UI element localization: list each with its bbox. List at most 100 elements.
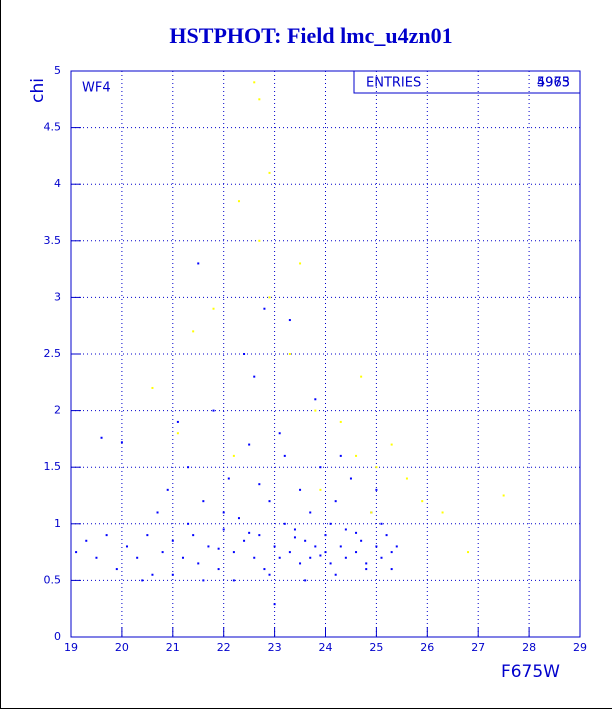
point bbox=[248, 443, 251, 446]
point bbox=[217, 568, 220, 571]
point bbox=[349, 477, 352, 480]
y-tick-label: 2 bbox=[54, 404, 61, 417]
x-tick-label: 24 bbox=[319, 641, 333, 654]
stats-value: 5975 bbox=[537, 76, 570, 91]
point bbox=[467, 551, 470, 554]
point bbox=[344, 528, 347, 531]
y-tick-label: 0.5 bbox=[44, 573, 62, 586]
panel-label: WF4 bbox=[82, 81, 111, 96]
point bbox=[243, 353, 246, 355]
point bbox=[278, 556, 281, 559]
point bbox=[314, 409, 317, 412]
point bbox=[166, 488, 169, 491]
point bbox=[324, 534, 327, 537]
x-tick-label: 20 bbox=[115, 641, 129, 654]
point bbox=[212, 409, 215, 412]
point bbox=[319, 466, 322, 469]
point bbox=[375, 545, 378, 548]
point bbox=[207, 545, 210, 548]
chart-title: HSTPHOT: Field lmc_u4zn01 bbox=[169, 23, 452, 48]
point bbox=[253, 556, 256, 559]
point bbox=[100, 436, 103, 439]
point bbox=[187, 466, 190, 469]
point bbox=[273, 545, 276, 548]
point bbox=[263, 568, 266, 571]
point bbox=[334, 573, 337, 576]
point bbox=[319, 488, 322, 491]
point bbox=[380, 556, 383, 559]
point bbox=[268, 171, 271, 174]
point bbox=[329, 522, 332, 525]
point bbox=[85, 539, 88, 542]
x-tick-label: 21 bbox=[166, 641, 180, 654]
point bbox=[125, 545, 128, 548]
point bbox=[151, 573, 154, 576]
point bbox=[222, 528, 225, 531]
point bbox=[258, 483, 261, 486]
x-tick-label: 29 bbox=[573, 641, 587, 654]
point bbox=[421, 500, 424, 503]
point bbox=[293, 536, 296, 539]
y-tick-label: 4.5 bbox=[44, 121, 62, 134]
point bbox=[334, 500, 337, 503]
y-tick-label: 0 bbox=[54, 630, 61, 643]
point bbox=[309, 511, 312, 514]
point bbox=[283, 454, 286, 457]
point bbox=[329, 562, 332, 565]
point bbox=[197, 262, 200, 265]
point bbox=[120, 441, 123, 444]
point bbox=[273, 603, 276, 606]
y-tick-label: 3 bbox=[54, 290, 61, 303]
point bbox=[339, 420, 342, 423]
point bbox=[390, 443, 393, 446]
point bbox=[339, 545, 342, 548]
point bbox=[299, 562, 302, 565]
point bbox=[136, 556, 139, 559]
x-tick-label: 19 bbox=[64, 641, 78, 654]
y-tick-label: 1 bbox=[54, 517, 61, 530]
point bbox=[299, 488, 302, 491]
point bbox=[268, 500, 271, 503]
point bbox=[360, 539, 363, 542]
point bbox=[237, 517, 240, 520]
point bbox=[441, 511, 444, 514]
point bbox=[237, 200, 240, 203]
x-tick-label: 28 bbox=[522, 641, 536, 654]
point bbox=[288, 353, 291, 355]
point bbox=[405, 477, 408, 480]
x-tick-label: 27 bbox=[471, 641, 485, 654]
point bbox=[309, 556, 312, 559]
point bbox=[258, 98, 261, 101]
point bbox=[192, 534, 195, 537]
x-tick-label: 25 bbox=[369, 641, 383, 654]
point bbox=[263, 307, 266, 310]
point bbox=[192, 330, 195, 333]
point bbox=[314, 398, 317, 401]
point bbox=[141, 579, 144, 582]
point bbox=[258, 534, 261, 537]
x-tick-label: 22 bbox=[217, 641, 231, 654]
x-tick-label: 23 bbox=[268, 641, 282, 654]
point bbox=[227, 477, 230, 480]
point bbox=[232, 579, 235, 582]
point bbox=[181, 556, 184, 559]
y-tick-label: 5 bbox=[54, 64, 61, 77]
point bbox=[176, 432, 179, 435]
point bbox=[355, 454, 358, 457]
point bbox=[202, 579, 205, 582]
point bbox=[355, 551, 358, 554]
point bbox=[288, 551, 291, 554]
point bbox=[248, 531, 251, 534]
point bbox=[344, 556, 347, 559]
point bbox=[202, 500, 205, 503]
point bbox=[171, 539, 174, 542]
point bbox=[370, 511, 373, 514]
point bbox=[390, 568, 393, 571]
point bbox=[187, 522, 190, 525]
stats-label: ENTRIES bbox=[366, 76, 421, 91]
point bbox=[324, 551, 327, 554]
point bbox=[385, 534, 388, 537]
point bbox=[380, 522, 383, 525]
point bbox=[288, 319, 291, 322]
